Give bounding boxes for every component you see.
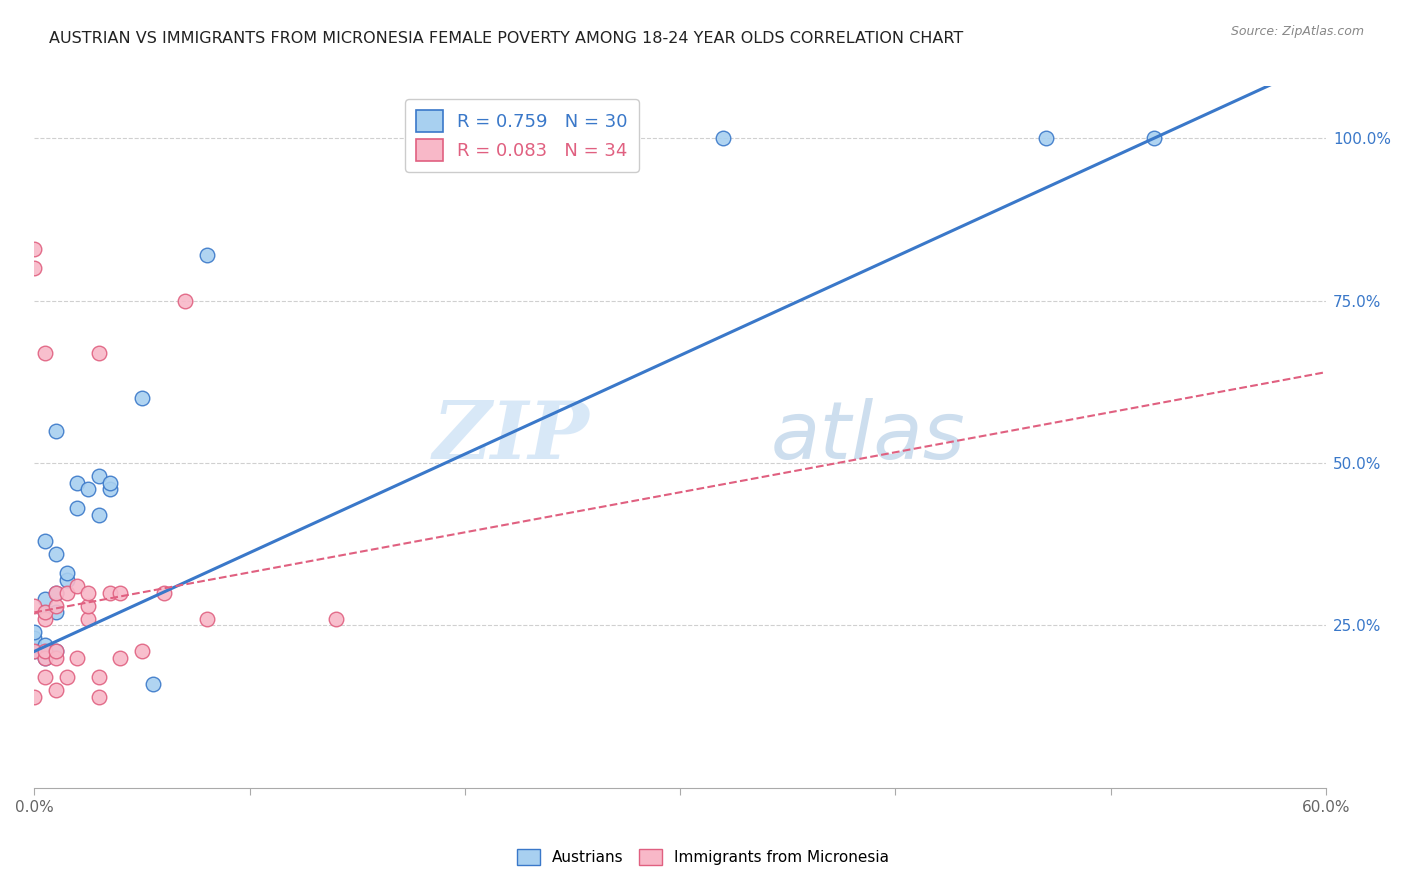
Text: atlas: atlas [770, 398, 966, 476]
Point [34, 592, 56, 607]
Point [45, 644, 67, 658]
Point [45, 606, 67, 620]
Point [34, 644, 56, 658]
Point [22, 261, 45, 276]
Point [22, 690, 45, 704]
Point [34, 651, 56, 665]
Point [45, 586, 67, 600]
Point [55, 670, 77, 684]
Point [45, 683, 67, 698]
Point [66, 651, 89, 665]
Point [22, 644, 45, 658]
Point [711, 131, 734, 145]
Point [22, 599, 45, 613]
Point [66, 475, 89, 490]
Text: ZIP: ZIP [433, 399, 589, 475]
Point [87, 508, 110, 522]
Point [110, 586, 132, 600]
Point [174, 293, 197, 308]
Point [55, 586, 77, 600]
Point [195, 612, 218, 626]
Point [34, 670, 56, 684]
Point [87, 670, 110, 684]
Point [195, 248, 218, 262]
Point [87, 690, 110, 704]
Point [22, 242, 45, 256]
Point [22, 632, 45, 646]
Point [34, 606, 56, 620]
Point [1143, 131, 1166, 145]
Point [131, 391, 153, 405]
Point [45, 599, 67, 613]
Point [55, 566, 77, 581]
Point [110, 651, 132, 665]
Point [34, 345, 56, 359]
Point [22, 638, 45, 652]
Point [77, 482, 100, 496]
Point [98, 475, 121, 490]
Point [66, 579, 89, 593]
Point [34, 638, 56, 652]
Point [98, 586, 121, 600]
Point [45, 424, 67, 438]
Point [34, 651, 56, 665]
Point [34, 644, 56, 658]
Point [45, 651, 67, 665]
Point [325, 612, 347, 626]
Point [66, 501, 89, 516]
Point [77, 599, 100, 613]
Text: AUSTRIAN VS IMMIGRANTS FROM MICRONESIA FEMALE POVERTY AMONG 18-24 YEAR OLDS CORR: AUSTRIAN VS IMMIGRANTS FROM MICRONESIA F… [49, 31, 963, 46]
Text: Source: ZipAtlas.com: Source: ZipAtlas.com [1230, 25, 1364, 38]
Point [77, 612, 100, 626]
Point [55, 573, 77, 587]
Point [142, 677, 165, 691]
Point [45, 586, 67, 600]
Point [98, 482, 121, 496]
Point [22, 644, 45, 658]
Legend: Austrians, Immigrants from Micronesia: Austrians, Immigrants from Micronesia [510, 843, 896, 871]
Point [87, 469, 110, 483]
Point [45, 547, 67, 561]
Point [45, 644, 67, 658]
Point [87, 345, 110, 359]
Point [152, 586, 174, 600]
Point [34, 612, 56, 626]
Point [77, 586, 100, 600]
Legend: R = 0.759   N = 30, R = 0.083   N = 34: R = 0.759 N = 30, R = 0.083 N = 34 [405, 99, 638, 172]
Point [34, 533, 56, 548]
Point [1035, 131, 1057, 145]
Point [22, 624, 45, 639]
Point [131, 644, 153, 658]
Point [34, 606, 56, 620]
